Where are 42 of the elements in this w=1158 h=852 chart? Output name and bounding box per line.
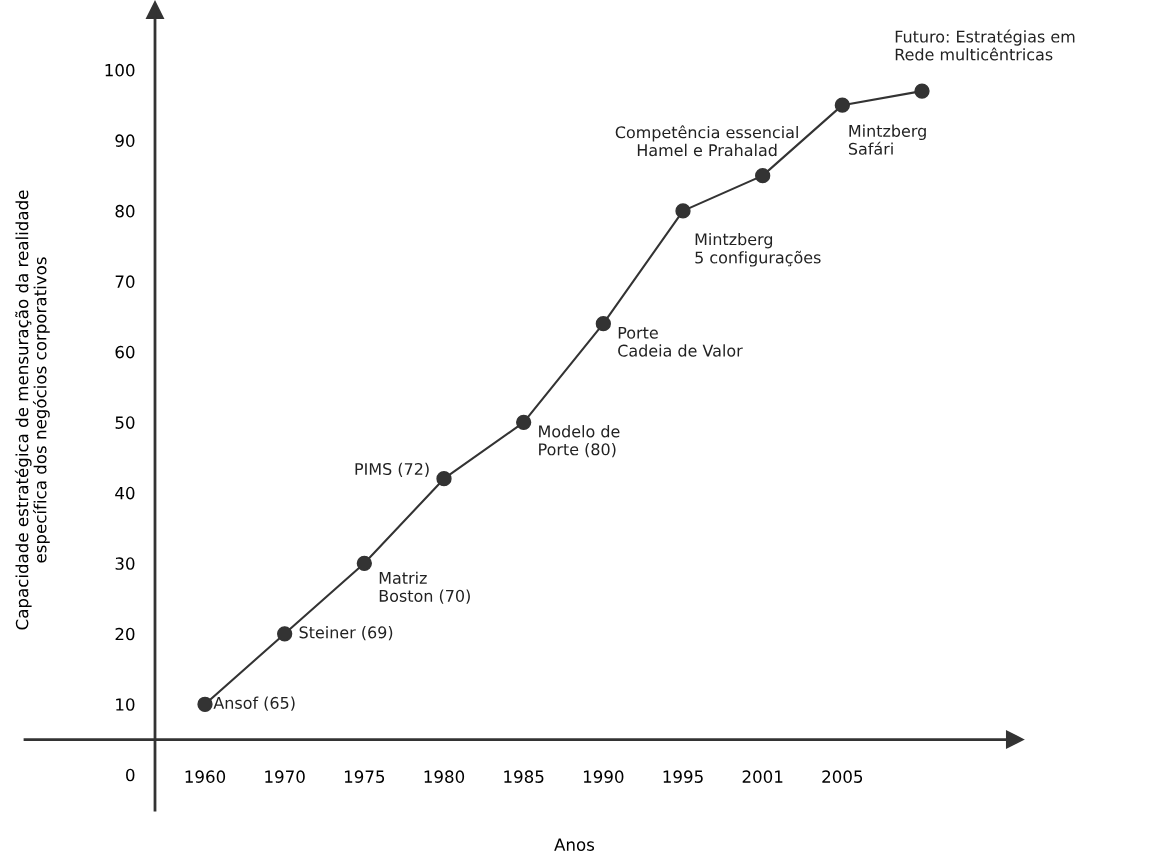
y-tick-label: 40 [115,486,135,500]
point [755,167,771,184]
point [595,316,611,332]
annotation: Mintzberg 5 configurações [695,232,821,267]
y-axis-title: Capacidade estratégica de mensuração da realidade específica dos negócios corporativos [14,190,50,630]
y-tick-label: 100 [105,63,135,77]
y-tick-label: 10 [116,698,135,711]
x-tick-label: 1985 [504,770,544,783]
point [516,414,532,430]
x-tick-label: 1975 [344,770,385,783]
point [914,83,930,99]
point [675,203,691,219]
annotation: Competência essencial Hamel e Prahalad [615,125,798,157]
annotation: Porte Cadeia de Valor [618,326,743,357]
point [356,555,372,571]
y-tick-label: 30 [115,557,135,570]
y-tick-label: 80 [115,204,135,218]
y-tick-label: 90 [115,134,135,147]
x-tick-label: 1990 [583,770,624,783]
annotation: Ansof (65) [213,696,295,711]
annotation: Matriz Boston (70) [379,571,470,604]
annotation: PIMS (72) [355,462,429,477]
x-tick-label: 2001 [742,770,783,783]
x-tick-label: 1995 [663,770,703,783]
point [436,471,452,487]
point [834,97,850,113]
x-tick-label: 2005 [822,770,863,783]
y-tick-label: 0 [126,768,135,782]
x-tick-label: 1980 [424,770,465,783]
y-tick-label: 70 [115,275,135,288]
x-axis-title: Anos [554,838,595,851]
annotation: Modelo de Porte (80) [539,425,620,458]
y-tick-label: 20 [115,627,135,641]
annotation: Futuro: Estratégias em Rede multicêntricas [895,29,1075,61]
annotation: Mintzberg Safári [848,124,926,155]
point [197,696,213,712]
y-tick-label: 50 [115,416,135,429]
y-tick-label: 60 [115,345,135,359]
annotation: Steiner (69) [299,626,393,641]
x-tick-label: 1960 [185,770,226,783]
x-tick-label: 1970 [265,770,305,783]
point [277,626,293,642]
